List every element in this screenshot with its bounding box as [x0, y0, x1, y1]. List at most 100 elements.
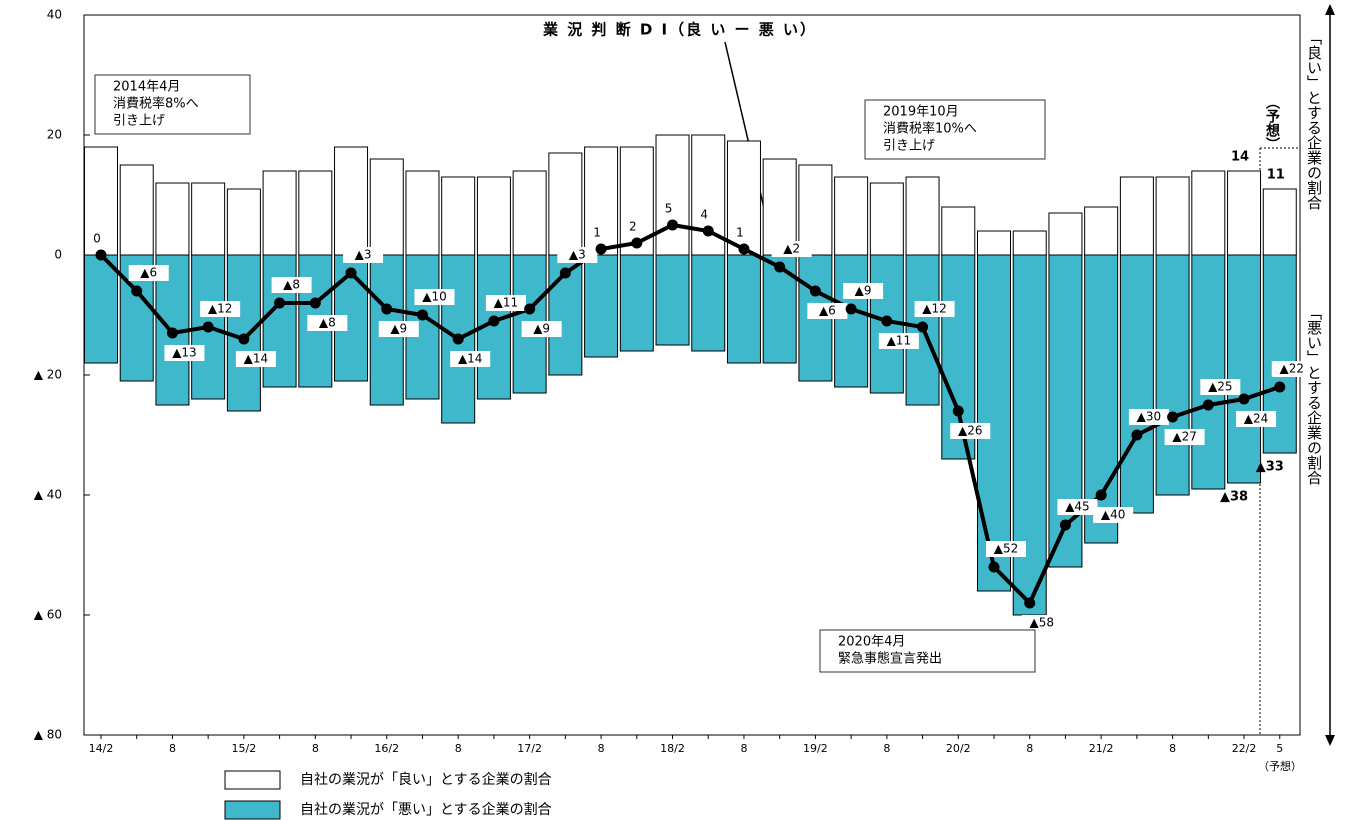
label-box [200, 301, 241, 317]
line-marker [1024, 597, 1036, 609]
label-box [307, 315, 348, 331]
bar [1012, 230, 1047, 256]
legend-label: 自社の業況が「良い」とする企業の割合 [300, 771, 552, 788]
bar [1191, 170, 1226, 256]
y-tick-label: ▲ 40 [34, 488, 62, 502]
line-marker [381, 303, 393, 315]
bar [119, 164, 154, 256]
line-marker [274, 297, 286, 309]
line-value-label: ▲26 [958, 424, 983, 438]
label-box [343, 247, 384, 263]
bar [905, 176, 940, 256]
line-value-label: ▲58 [1029, 616, 1054, 630]
label-box [1271, 361, 1312, 377]
annotation-text: 消費税率10%へ [883, 121, 977, 137]
line-value-label: ▲6 [140, 266, 157, 280]
label-box [1128, 409, 1169, 425]
line-marker [1167, 411, 1179, 423]
label-box [807, 303, 848, 319]
y-tick-label: 20 [47, 128, 62, 142]
bar [655, 134, 690, 256]
bar [726, 254, 761, 364]
x-tick-label: 20/2 [946, 742, 971, 755]
line-value-label: ▲8 [283, 278, 300, 292]
bar [512, 170, 547, 256]
label-box [1164, 429, 1205, 445]
x-tick-label: 8 [1026, 742, 1033, 755]
bar [1084, 206, 1119, 256]
bar [441, 176, 476, 256]
annotation-text: 消費税率8%へ [113, 96, 199, 112]
line-value-label: ▲2 [783, 242, 800, 256]
line-marker [738, 243, 750, 255]
forecast-vertical: （予想） [1264, 95, 1281, 151]
line-marker [1131, 429, 1143, 441]
line-marker [631, 237, 643, 249]
bar [476, 176, 511, 256]
bar [619, 254, 654, 352]
line-marker [667, 219, 679, 231]
label-box [485, 295, 526, 311]
line-marker [345, 267, 357, 279]
annotation-box [94, 74, 251, 135]
line-marker [988, 561, 1000, 573]
bar [584, 254, 619, 358]
line-value-label: ▲27 [1172, 430, 1197, 444]
label-box [128, 265, 169, 281]
label-box [843, 283, 884, 299]
line-value-label: ▲30 [1137, 410, 1162, 424]
label-box [1200, 379, 1241, 395]
bar [1155, 176, 1190, 256]
bar [1119, 254, 1154, 514]
x-tick-label: 21/2 [1089, 742, 1114, 755]
label-box [878, 333, 919, 349]
y-tick-label: 40 [47, 8, 62, 22]
legend-swatch [224, 800, 281, 820]
line-value-label: ▲10 [422, 290, 447, 304]
annotation-text: 引き上げ [883, 139, 935, 154]
bar [191, 182, 226, 256]
line-marker [309, 297, 321, 309]
line-value-label: ▲12 [922, 302, 947, 316]
bar [84, 146, 118, 256]
bar [1048, 212, 1083, 256]
label-box [164, 345, 205, 361]
line-marker [1095, 489, 1107, 501]
annotation-text: 引き上げ [113, 114, 165, 129]
line-marker [524, 303, 536, 315]
line-marker [95, 249, 107, 261]
bar [1155, 254, 1190, 496]
right-axis-label: 「悪い」とする企業の割合 [1305, 305, 1323, 485]
label-box [986, 541, 1026, 557]
line-value-label: ▲3 [569, 248, 586, 262]
x-tick-label: 14/2 [89, 742, 114, 755]
bar [155, 182, 190, 256]
line-value-label: 1 [736, 226, 744, 240]
line-value-label: ▲40 [1101, 508, 1126, 522]
bar [226, 254, 261, 412]
x-tick-label: 8 [455, 742, 462, 755]
line-value-label: ▲12 [208, 302, 233, 316]
right-axis-label: 「良い」とする企業の割合 [1305, 30, 1323, 210]
line-value-label: ▲24 [1244, 412, 1269, 426]
line-marker [452, 333, 464, 345]
bar [1227, 254, 1262, 484]
line-marker [1238, 393, 1250, 405]
x-tick-label: 19/2 [803, 742, 828, 755]
x-tick-label: 8 [312, 742, 319, 755]
bar [726, 140, 761, 256]
label-box [271, 277, 312, 293]
bar [1191, 254, 1226, 490]
line-value-label: ▲11 [494, 296, 519, 310]
line-value-label: 4 [700, 208, 708, 222]
bar [298, 170, 333, 256]
line-marker [595, 243, 607, 255]
bar [262, 170, 297, 256]
annotation-box [819, 629, 1036, 673]
bar-value-label: 14 [1231, 150, 1249, 165]
x-tick-label: 8 [169, 742, 176, 755]
x-tick-label: 18/2 [660, 742, 685, 755]
line-value-label: ▲14 [244, 352, 269, 366]
x-tick-label: 15/2 [232, 742, 257, 755]
bar [1227, 170, 1262, 256]
